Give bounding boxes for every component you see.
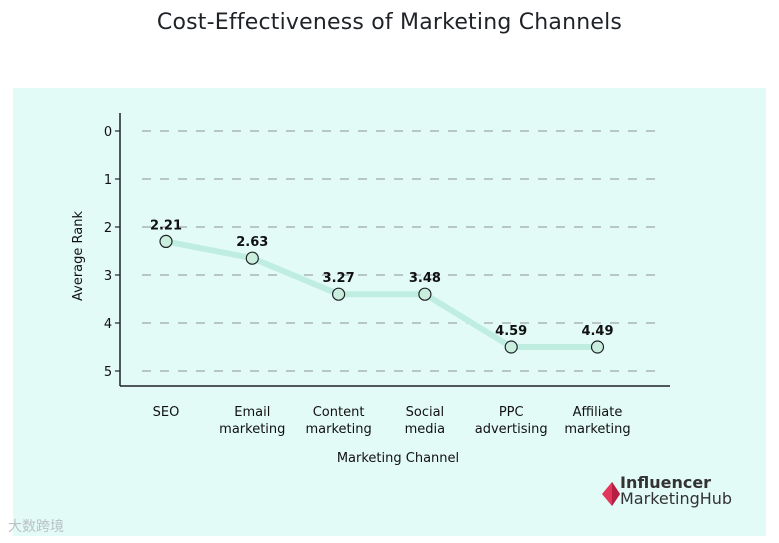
y-tick-label-4: 4 [104, 317, 112, 332]
axes [115, 113, 670, 387]
chart-title: Cost-Effectiveness of Marketing Channels [156, 10, 623, 35]
x-tick-label-4-0: PPC [499, 405, 524, 420]
data-point-2 [332, 287, 346, 301]
data-point-3 [418, 287, 432, 301]
x-tick-label-3-1: media [405, 422, 446, 437]
data-point-5 [590, 340, 605, 354]
x-tick-label-2-1: marketing [305, 422, 371, 437]
data-label-3: 3.48 [409, 271, 441, 286]
x-tick-label-0-0: SEO [153, 405, 180, 420]
watermark: 大数跨境 [8, 519, 64, 535]
data-line [163, 238, 601, 350]
y-tick-label-2: 2 [104, 221, 112, 236]
y-tick-label-0: 0 [104, 125, 112, 140]
x-tick-label-2-0: Content [313, 405, 365, 420]
data-point-1 [245, 251, 259, 265]
data-label-4: 4.59 [495, 324, 527, 339]
x-axis-label: Marketing Channel [337, 451, 459, 466]
data-point-0 [159, 234, 173, 248]
logo-line-1: Influencer [620, 473, 712, 492]
logo-line-2: MarketingHub [620, 489, 733, 508]
data-point-4 [504, 340, 518, 354]
chart-text: 0 1 2 3 4 5 Average Rank Marketing Channel SEO Em… [71, 125, 631, 466]
y-tick-label-5: 5 [104, 365, 112, 380]
x-tick-label-1-1: marketing [219, 422, 285, 437]
chart-panel [13, 88, 766, 536]
y-tick-label-1: 1 [104, 173, 112, 188]
data-points [159, 234, 605, 354]
data-label-1: 2.63 [236, 235, 268, 250]
x-tick-label-3-0: Social [406, 405, 445, 420]
influencer-marketing-hub-logo: Influencer MarketingHub [600, 473, 760, 513]
y-tick-label-3: 3 [104, 269, 112, 284]
data-label-5: 4.49 [581, 324, 613, 339]
x-tick-label-5-1: marketing [564, 422, 630, 437]
series-line [163, 238, 601, 350]
data-label-0: 2.21 [150, 218, 182, 233]
x-tick-label-4-1: advertising [475, 422, 548, 437]
x-tick-label-5-0: Affiliate [573, 405, 623, 420]
y-axis-label: Average Rank [71, 211, 86, 301]
logo-icon [602, 482, 620, 506]
data-label-2: 3.27 [323, 271, 355, 286]
grid-lines [142, 130, 655, 372]
x-tick-label-1-0: Email [234, 405, 270, 420]
